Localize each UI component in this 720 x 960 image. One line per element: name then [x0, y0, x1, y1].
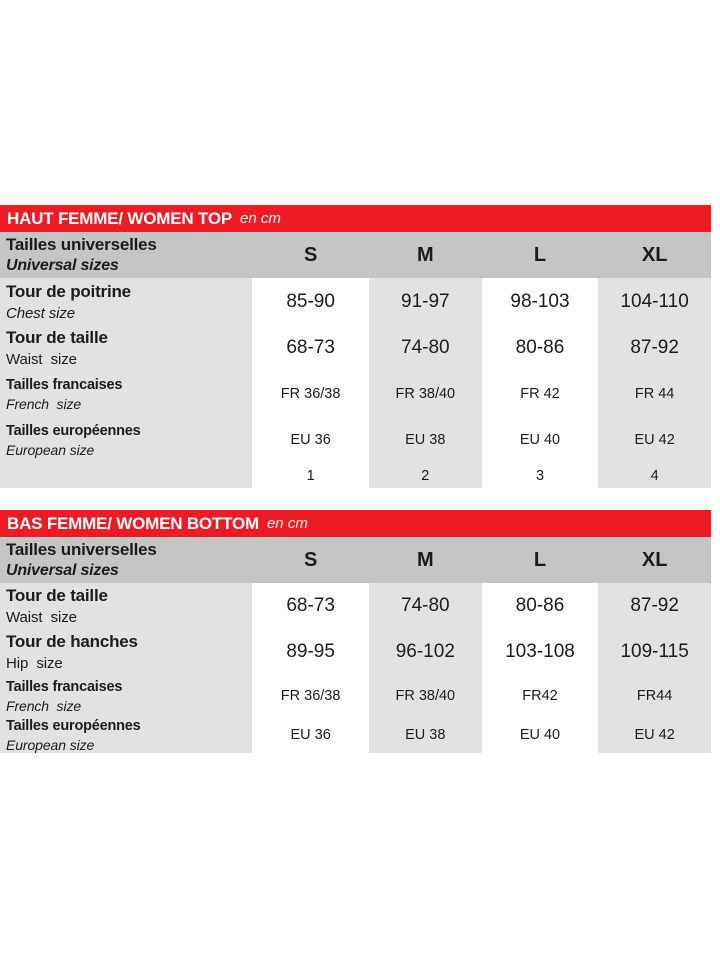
universal-sizes-label: Tailles universelles Universal sizes	[0, 537, 252, 583]
value-cell: 109-115	[598, 629, 711, 675]
table-row: Tailles francaises French size FR 36/38 …	[0, 675, 711, 717]
universal-sizes-label-en: Universal sizes	[6, 257, 119, 274]
row-label-fr: Tour de hanches	[6, 632, 138, 651]
value-cell: EU 36	[254, 417, 367, 463]
size-col-header-l: L	[533, 243, 547, 266]
row-label-fr: Tailles francaises	[6, 678, 123, 695]
row-label-en: Waist size	[6, 609, 77, 626]
table-row: Tour de taille Waist size 68-73 74-80 80…	[0, 583, 711, 629]
row-label-en: Chest size	[6, 304, 76, 322]
row-label-fr: Tour de poitrine	[6, 281, 131, 301]
universal-sizes-label-fr: Tailles universelles	[6, 540, 157, 559]
size-header-row: Tailles universelles Universal sizes S M…	[0, 537, 711, 583]
row-label: Tour de taille Waist size	[0, 583, 253, 629]
value-cell: EU 40	[483, 417, 597, 463]
row-label-en: Waist size	[6, 351, 77, 368]
size-chart-women-bottom: BAS FEMME/ WOMEN BOTTOM en cm Tailles un…	[0, 510, 711, 753]
value-cell: 87-92	[598, 325, 711, 371]
size-header-row: Tailles universelles Universal sizes S M…	[0, 232, 711, 278]
row-label: Tailles francaises French size	[0, 675, 253, 717]
size-col-header-xl: XL	[641, 548, 668, 571]
universal-sizes-label: Tailles universelles Universal sizes	[0, 232, 252, 278]
row-label-en: French size	[6, 395, 82, 412]
table-row: Tour de taille Waist size 68-73 74-80 80…	[0, 325, 711, 371]
value-cell: 1	[254, 463, 367, 488]
row-label-en: European size	[6, 441, 95, 458]
value-cell: FR44	[598, 675, 711, 717]
row-label-en: Hip size	[6, 655, 63, 672]
value-cell: FR 44	[598, 371, 711, 417]
table-row: 1 2 3 4	[0, 463, 711, 488]
value-cell: 91-97	[368, 278, 482, 325]
table-row: Tailles européennes European size EU 36 …	[0, 717, 711, 753]
row-label: Tour de taille Waist size	[0, 325, 253, 371]
value-cell: 104-110	[598, 278, 711, 325]
table-row: Tour de poitrine Chest size 85-90 91-97 …	[0, 278, 711, 325]
row-label-en: European size	[6, 736, 95, 753]
size-col-header-s: S	[303, 548, 318, 571]
value-cell: 4	[598, 463, 711, 488]
table-row: Tailles francaises French size FR 36/38 …	[0, 371, 711, 417]
row-label	[0, 463, 253, 488]
size-chart-women-top: HAUT FEMME/ WOMEN TOP en cm Tailles univ…	[0, 205, 711, 488]
table-title-bar: BAS FEMME/ WOMEN BOTTOM en cm	[0, 510, 711, 537]
value-cell: EU 38	[368, 417, 482, 463]
size-col-header-s: S	[303, 243, 318, 266]
table-title-bar: HAUT FEMME/ WOMEN TOP en cm	[0, 205, 711, 232]
value-cell: 89-95	[254, 629, 367, 675]
row-label: Tour de poitrine Chest size	[0, 278, 253, 325]
row-label: Tailles européennes European size	[0, 717, 253, 753]
value-cell: FR 38/40	[368, 675, 482, 717]
value-cell: 2	[368, 463, 482, 488]
row-label-fr: Tour de taille	[6, 328, 108, 347]
size-col-header-l: L	[533, 548, 547, 571]
value-cell: EU 42	[598, 717, 711, 753]
table-title: HAUT FEMME/ WOMEN TOP	[7, 208, 232, 228]
table-row: Tour de hanches Hip size 89-95 96-102 10…	[0, 629, 711, 675]
value-cell: FR 36/38	[254, 675, 367, 717]
value-cell: 74-80	[368, 583, 482, 629]
universal-sizes-label-fr: Tailles universelles	[6, 235, 157, 254]
value-cell: 68-73	[254, 325, 367, 371]
value-cell: EU 36	[254, 717, 367, 753]
value-cell: 103-108	[483, 629, 597, 675]
value-cell: FR 36/38	[254, 371, 367, 417]
value-cell: 87-92	[598, 583, 711, 629]
size-col-header-m: M	[416, 548, 434, 571]
row-label-fr: Tour de taille	[6, 586, 108, 605]
row-label-en: French size	[6, 697, 82, 714]
universal-sizes-label-en: Universal sizes	[6, 562, 119, 579]
row-label: Tailles européennes European size	[0, 417, 253, 463]
unit-label: en cm	[266, 515, 308, 532]
value-cell: FR 42	[483, 371, 597, 417]
row-label-fr: Tailles européennes	[6, 717, 141, 734]
size-col-header-xl: XL	[641, 243, 668, 266]
value-cell: 68-73	[254, 583, 367, 629]
value-cell: 80-86	[483, 325, 597, 371]
value-cell: EU 38	[368, 717, 482, 753]
table-title: BAS FEMME/ WOMEN BOTTOM	[7, 513, 259, 533]
row-label: Tailles francaises French size	[0, 371, 253, 417]
value-cell: FR 38/40	[368, 371, 482, 417]
value-cell: 85-90	[254, 278, 367, 325]
value-cell: FR42	[483, 675, 597, 717]
unit-label: en cm	[239, 210, 281, 227]
table-row: Tailles européennes European size EU 36 …	[0, 417, 711, 463]
row-label: Tour de hanches Hip size	[0, 629, 253, 675]
value-cell: 3	[483, 463, 597, 488]
value-cell: EU 42	[598, 417, 711, 463]
value-cell: 98-103	[483, 278, 597, 325]
row-label-fr: Tailles francaises	[6, 376, 123, 393]
size-col-header-m: M	[416, 243, 434, 266]
value-cell: EU 40	[483, 717, 597, 753]
value-cell: 80-86	[483, 583, 597, 629]
value-cell: 96-102	[368, 629, 482, 675]
value-cell: 74-80	[368, 325, 482, 371]
row-label-fr: Tailles européennes	[6, 422, 141, 439]
